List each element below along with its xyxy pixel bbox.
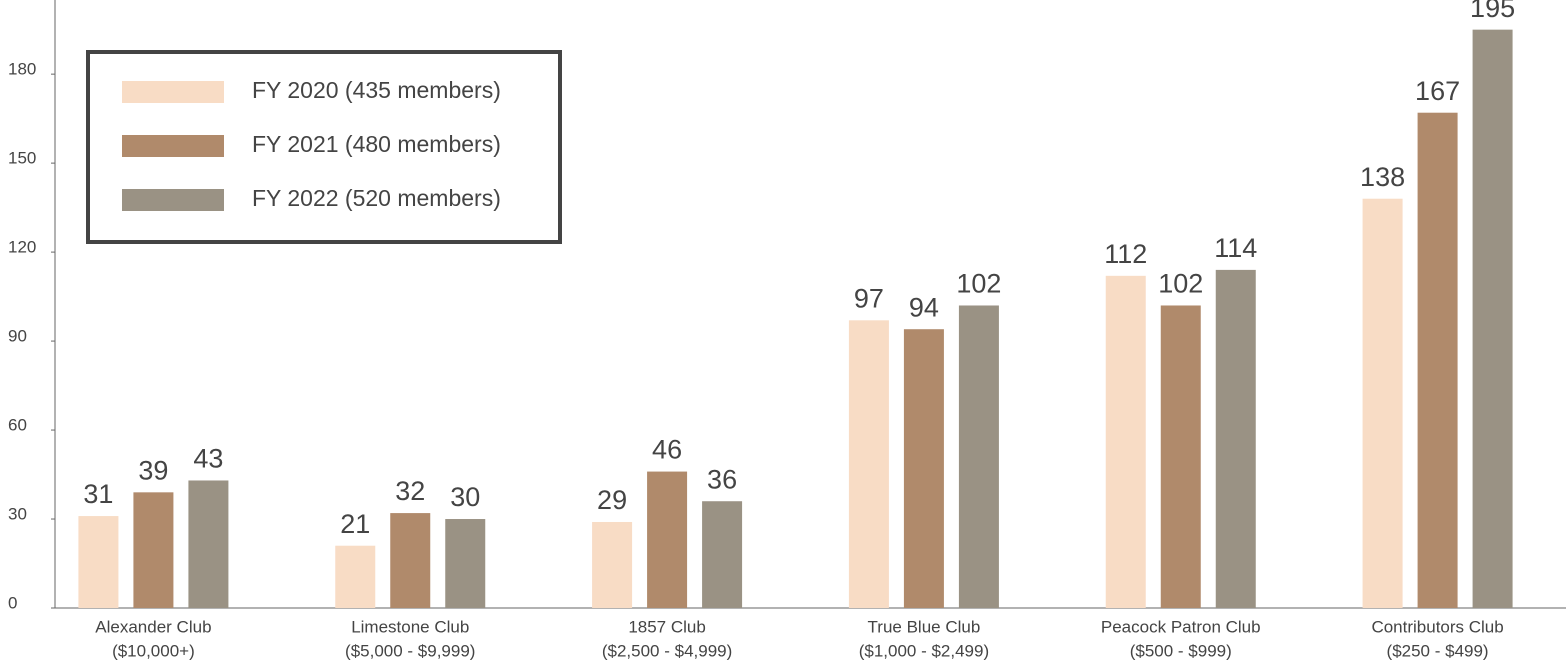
data-label: 31 [83,479,113,509]
x-tick-label: Peacock Patron Club [1101,617,1261,636]
data-label: 97 [854,283,884,313]
bar [1215,269,1256,608]
data-label: 114 [1214,233,1257,263]
data-label: 195 [1470,0,1515,23]
bar [1417,112,1458,608]
bar [903,329,944,608]
data-label: 102 [1158,269,1203,299]
bar [1105,275,1146,608]
bar [133,492,174,608]
data-label: 36 [707,464,737,494]
data-label: 30 [450,482,480,512]
y-tick-label: 30 [8,505,27,524]
bar [1160,305,1201,608]
x-tick-label: ($500 - $999) [1130,641,1232,660]
legend-swatch [122,81,224,103]
x-tick-label: ($2,500 - $4,999) [602,641,732,660]
x-tick-label: True Blue Club [868,617,981,636]
data-label: 94 [909,292,939,322]
data-label: 43 [193,444,223,474]
data-label: 39 [138,455,168,485]
bar [1472,29,1513,609]
y-tick-label: 120 [8,238,36,257]
x-tick-label: ($10,000+) [112,641,195,660]
data-label: 138 [1360,162,1405,192]
y-tick-label: 0 [8,593,17,612]
bar [335,545,376,608]
y-tick-label: 90 [8,327,27,346]
legend-label: FY 2020 (435 members) [252,77,501,103]
y-tick-label: 150 [8,149,36,168]
x-tick-label: Alexander Club [95,617,211,636]
bar [1362,198,1403,608]
bar [188,480,229,608]
x-tick-label: Contributors Club [1371,617,1503,636]
x-tick-label: Limestone Club [351,617,469,636]
bar [958,305,999,608]
data-label: 29 [597,485,627,515]
y-tick-label: 60 [8,416,27,435]
legend-label: FY 2021 (480 members) [252,131,501,157]
x-tick-label: ($250 - $499) [1387,641,1489,660]
data-label: 112 [1104,239,1147,269]
bar [445,519,486,608]
bar [848,320,889,608]
bar [592,521,633,608]
data-label: 21 [340,509,370,539]
x-tick-label: ($5,000 - $9,999) [345,641,475,660]
legend-swatch [122,135,224,157]
data-label: 102 [956,269,1001,299]
y-tick-label: 180 [8,60,36,79]
data-label: 167 [1415,76,1460,106]
x-tick-label: ($1,000 - $2,499) [859,641,989,660]
data-label: 32 [395,476,425,506]
legend-swatch [122,189,224,211]
bar [647,471,688,608]
data-label: 46 [652,435,682,465]
bar [78,516,119,608]
legend-label: FY 2022 (520 members) [252,185,501,211]
x-tick-label: 1857 Club [628,617,706,636]
bar [390,513,431,608]
bar [702,501,743,608]
